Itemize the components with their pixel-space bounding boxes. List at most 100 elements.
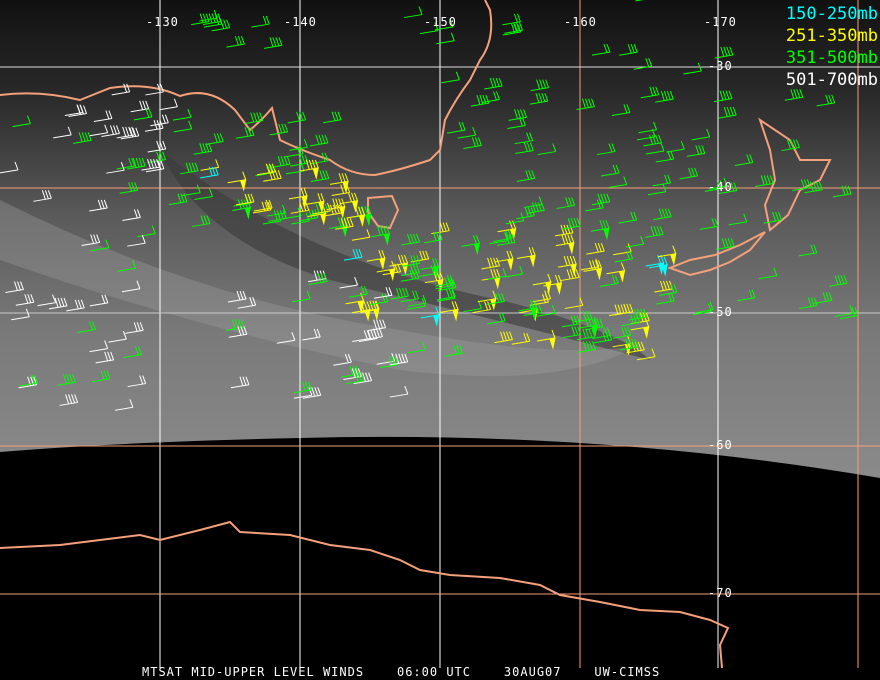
wind-barb <box>252 201 272 214</box>
wind-barb <box>122 209 141 221</box>
wind-barb <box>556 197 576 209</box>
wind-barb <box>614 303 634 316</box>
wind-barb <box>141 158 160 171</box>
wind-barb <box>263 170 282 182</box>
legend-item: 501-700mb <box>785 70 878 90</box>
wind-barb <box>625 235 645 248</box>
wind-barb <box>193 143 213 155</box>
wind-barb <box>90 239 110 252</box>
wind-barb <box>516 207 535 220</box>
wind-barb <box>839 307 859 320</box>
wind-barb <box>561 315 581 328</box>
wind-barb <box>244 112 264 125</box>
wind-barb <box>11 308 30 321</box>
wind-barb <box>230 376 250 389</box>
wind-barb <box>576 98 595 111</box>
wind-barb <box>653 208 672 221</box>
wind-barb <box>290 202 310 214</box>
wind-barb <box>114 399 134 411</box>
wind-barb <box>346 206 366 227</box>
wind-barb <box>657 245 677 266</box>
wind-barb <box>407 298 426 310</box>
wind-barb <box>656 292 675 305</box>
wind-barb <box>93 110 113 123</box>
wind-barb <box>48 297 68 310</box>
wind-barb <box>322 111 342 124</box>
wind-barb <box>583 260 603 281</box>
wind-barb <box>19 374 39 387</box>
wind-barb <box>497 220 517 241</box>
wind-barb <box>200 166 219 179</box>
wind-barb <box>612 327 632 339</box>
caption-bar: MTSAT MID-UPPER LEVEL WINDS 06:00 UTC 30… <box>142 665 660 679</box>
wind-barb <box>310 170 330 182</box>
wind-barb <box>351 301 371 322</box>
australia-coast <box>0 0 493 177</box>
wind-barb <box>562 326 582 339</box>
wind-barb <box>5 281 24 294</box>
wind-barb <box>371 225 391 246</box>
wind-barb <box>530 79 550 92</box>
wind-barb <box>515 142 534 154</box>
wind-barb <box>493 230 512 242</box>
wind-barb <box>180 162 199 175</box>
wind-barb <box>339 192 359 213</box>
wind-barb <box>288 187 308 208</box>
wind-barb <box>434 18 454 31</box>
wind-barb <box>437 288 456 301</box>
wind-barb <box>447 121 466 134</box>
wind-barb <box>526 202 545 214</box>
wind-barb <box>584 318 604 331</box>
wind-barb <box>647 183 667 196</box>
wind-barb <box>799 297 818 310</box>
wind-barb <box>613 243 632 256</box>
nz-south-island <box>667 231 766 277</box>
wind-barb <box>253 199 273 212</box>
wind-barb <box>708 177 728 190</box>
wind-barb <box>511 333 531 345</box>
wind-barb <box>235 193 255 206</box>
wind-barb <box>472 301 492 314</box>
wind-barb <box>658 284 678 296</box>
wind-barb <box>351 229 371 241</box>
wind-barb <box>816 94 836 107</box>
legend-item: 150-250mb <box>785 4 878 24</box>
wind-barb <box>536 329 556 350</box>
wind-barb <box>737 289 756 302</box>
wind-barb <box>508 109 528 121</box>
wind-barb <box>345 292 365 313</box>
wind-barb <box>125 322 144 334</box>
wind-barb <box>833 185 852 198</box>
wind-barb <box>59 394 79 406</box>
wind-barb <box>718 182 738 194</box>
tasmania-coast <box>367 194 400 230</box>
wind-barb <box>191 13 210 26</box>
lon-label: -160 <box>564 15 597 29</box>
wind-barb <box>120 127 140 140</box>
wind-barb <box>636 348 656 361</box>
wind-barb <box>349 285 368 298</box>
wind-barb <box>389 385 409 398</box>
wind-barb <box>408 295 427 307</box>
wind-barb <box>237 297 257 309</box>
wind-barb <box>523 304 543 316</box>
wind-barb <box>91 370 111 383</box>
pressure-legend: 150-250mb 251-350mb 351-500mb 501-700mb <box>786 3 878 91</box>
wind-barb <box>305 193 325 214</box>
lon-label: -140 <box>284 15 317 29</box>
wind-barb <box>300 159 319 180</box>
legend-item: 251-350mb <box>785 26 878 46</box>
wind-barb <box>95 351 115 364</box>
wind-barb <box>487 312 506 325</box>
wind-barb <box>734 154 754 166</box>
lat-label: -50 <box>708 305 733 319</box>
wind-barb <box>484 77 503 90</box>
wind-barb <box>543 274 563 295</box>
wind-barb <box>487 268 507 280</box>
wind-barb <box>562 218 581 230</box>
wind-barb <box>628 308 648 321</box>
antarctica-coast <box>0 520 730 669</box>
wind-barb <box>713 90 733 103</box>
dry-band <box>160 150 650 360</box>
